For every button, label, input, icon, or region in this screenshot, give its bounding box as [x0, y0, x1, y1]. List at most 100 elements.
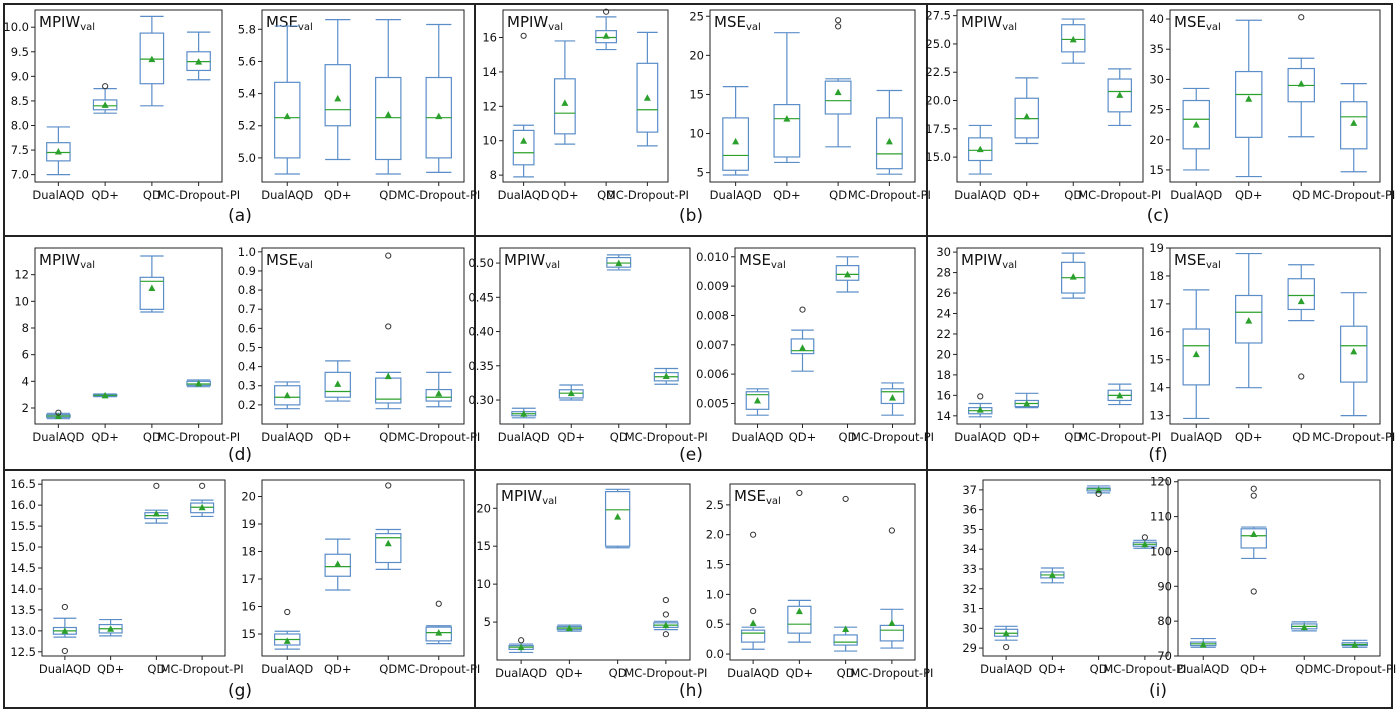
y-tick-label: 5.6 — [238, 54, 256, 68]
box-dualaqd — [511, 407, 537, 419]
y-tick-label: 29 — [962, 641, 977, 655]
y-tick-label: 5.2 — [238, 119, 256, 133]
y-tick-label: 9.0 — [11, 69, 29, 83]
mean-marker — [283, 637, 291, 644]
iqr-box — [139, 32, 165, 85]
y-tick-label: 0.35 — [468, 359, 494, 373]
box-qd+ — [324, 360, 351, 402]
iqr-box — [745, 391, 770, 410]
y-tick-label: 30 — [1149, 72, 1164, 86]
axes-frame — [41, 479, 226, 657]
y-tick-label: 0.008 — [696, 308, 729, 322]
outlier-point — [750, 607, 757, 615]
panel-label: (h) — [679, 681, 703, 701]
y-tick-label: 90 — [1157, 579, 1172, 593]
mean-marker — [334, 380, 342, 387]
panel-label: (c) — [1147, 206, 1170, 226]
chart-g-mse: 15 16 17 18 19 20 DualAQD QD+ QD MC-Dropout-PI — [241, 479, 480, 676]
x-tick-label: DualAQD — [32, 188, 84, 202]
y-tick-label: 1.0 — [706, 587, 724, 601]
y-tick-label: 25 — [689, 9, 704, 23]
mean-marker — [885, 137, 893, 145]
y-tick-label: 8.0 — [11, 118, 29, 132]
y-tick-label: 0.7 — [238, 302, 256, 316]
y-tick-label: 4 — [22, 374, 29, 388]
iqr-box — [722, 117, 750, 171]
chart-title-subscript: val — [1002, 22, 1017, 33]
mean-marker — [1351, 641, 1359, 648]
y-tick-label: 0.40 — [468, 325, 494, 339]
y-tick-label: 2.0 — [706, 528, 724, 542]
mean-marker — [1199, 640, 1207, 648]
y-tick-label: 37 — [962, 483, 977, 497]
outlier-point — [888, 527, 895, 534]
outlier-point — [977, 393, 984, 400]
mean-marker — [384, 372, 392, 380]
box-dualaqd — [46, 409, 71, 420]
y-tick-label: 18 — [241, 545, 256, 559]
axes-frame — [1169, 247, 1381, 425]
y-tick-label: 12 — [482, 99, 497, 113]
x-tick-label: QD — [1292, 430, 1310, 444]
y-tick-label: 17.5 — [925, 122, 951, 136]
box-mc-dropout-pi — [186, 31, 211, 81]
x-tick-label: QD — [143, 188, 161, 202]
y-tick-label: 33 — [962, 562, 977, 576]
box-dualaqd — [274, 25, 301, 175]
x-tick-label: MC-Dropout-PI — [1312, 188, 1395, 202]
box-qd — [375, 482, 402, 570]
mean-marker — [1192, 121, 1200, 128]
y-tick-label: 15.0 — [10, 540, 36, 554]
y-tick-label: 0.50 — [468, 256, 494, 270]
x-tick-label: DualAQD — [732, 430, 784, 444]
y-tick-label: 0.6 — [238, 321, 256, 335]
axes-frame — [34, 247, 223, 425]
y-tick-label: 0.3 — [238, 379, 256, 393]
x-tick-label: QD — [147, 662, 165, 676]
chart-title-subscript: val — [766, 496, 781, 507]
iqr-box — [1182, 328, 1210, 386]
chart-h-mse: 0.0 0.5 1.0 1.5 2.0 2.5 DualAQD QD+ QDMC-Dropout… — [706, 483, 933, 680]
y-tick-label: 0.007 — [696, 338, 729, 352]
y-tick-label: 19 — [1149, 241, 1164, 255]
x-tick-label: QD+ — [97, 662, 125, 676]
x-tick-label: QD — [609, 666, 627, 680]
chart-title-subscript: val — [545, 260, 560, 271]
axes-frame — [34, 9, 223, 183]
mean-marker — [1300, 623, 1308, 631]
axes-frame — [496, 483, 691, 661]
box-dualaqd — [745, 388, 770, 416]
y-tick-label: 26 — [936, 286, 951, 300]
panel-label: (i) — [1149, 681, 1167, 701]
box-mc-dropout-pi — [636, 31, 659, 147]
x-tick-label: MC-Dropout-PI — [851, 430, 934, 444]
x-tick-label: MC-Dropout-PI — [850, 666, 933, 680]
outlier-point — [799, 306, 806, 313]
y-tick-label: 10 — [482, 134, 497, 148]
y-tick-label: 0.45 — [468, 290, 494, 304]
box-dualaqd — [968, 393, 993, 418]
y-tick-label: 30 — [962, 621, 977, 635]
y-tick-label: 24 — [936, 306, 951, 320]
iqr-box — [636, 62, 659, 133]
mean-marker — [888, 619, 896, 627]
mean-marker — [1095, 486, 1103, 493]
box-dualaqd — [46, 126, 71, 176]
box-qd — [1287, 14, 1315, 138]
x-tick-label: QD+ — [789, 430, 817, 444]
x-tick-label: QD+ — [1013, 188, 1041, 202]
x-tick-label: DualAQD — [1170, 188, 1222, 202]
x-tick-label: DualAQD — [1170, 430, 1222, 444]
iqr-box — [324, 553, 351, 577]
x-tick-label: QD+ — [1039, 662, 1067, 676]
iqr-box — [1340, 325, 1368, 383]
mean-marker — [834, 88, 842, 96]
box-qd+ — [553, 40, 576, 145]
outlier-point — [385, 323, 392, 330]
iqr-box — [190, 502, 215, 514]
y-tick-label: 16 — [936, 388, 951, 402]
y-tick-label: 15.0 — [925, 150, 951, 164]
box-qd — [1061, 18, 1086, 64]
box-dualaqd — [968, 124, 993, 175]
